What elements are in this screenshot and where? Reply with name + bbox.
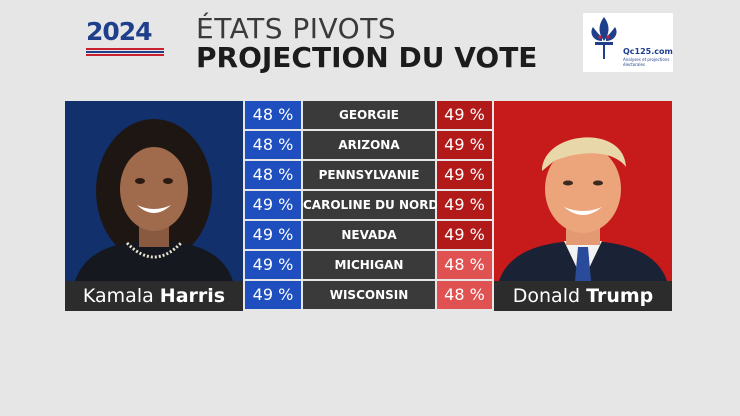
table-row: 49 % NEVADA 49 % (245, 221, 492, 249)
trump-percent: 49 % (437, 221, 492, 249)
state-name: GEORGIE (303, 101, 435, 129)
harris-percent: 49 % (245, 191, 301, 219)
trump-percent: 49 % (437, 131, 492, 159)
title-line-1: ÉTATS PIVOTS (196, 12, 397, 45)
trump-portrait (494, 101, 672, 281)
trump-percent: 49 % (437, 191, 492, 219)
trump-last-name: Trump (586, 285, 654, 307)
state-name: CAROLINE DU NORD (303, 191, 438, 219)
harris-percent: 49 % (245, 221, 301, 249)
table-row: 49 % WISCONSIN 48 % (245, 281, 492, 309)
state-name: PENNSYLVANIE (303, 161, 435, 189)
trump-percent: 48 % (437, 251, 492, 279)
harris-percent: 48 % (245, 101, 301, 129)
table-row: 48 % GEORGIE 49 % (245, 101, 492, 129)
fleur-de-lis-icon (591, 17, 617, 59)
harris-percent: 49 % (245, 281, 301, 309)
table-row: 48 % ARIZONA 49 % (245, 131, 492, 159)
harris-last-name: Harris (159, 285, 226, 307)
state-name: WISCONSIN (303, 281, 435, 309)
harris-name-bar: Kamala Harris (65, 281, 243, 311)
table-row: 48 % PENNSYLVANIE 49 % (245, 161, 492, 189)
state-name: NEVADA (303, 221, 435, 249)
state-name: MICHIGAN (303, 251, 435, 279)
title-line-2: PROJECTION DU VOTE (196, 41, 538, 74)
harris-percent: 48 % (245, 131, 301, 159)
harris-portrait (65, 101, 243, 281)
trump-percent: 48 % (437, 281, 492, 309)
qc125-tagline: Analyses et projections électorales (623, 57, 670, 67)
harris-percent: 48 % (245, 161, 301, 189)
qc125-name: Qc125.com (623, 47, 673, 56)
qc125-logo: Qc125.com Analyses et projections électo… (583, 13, 673, 72)
trump-percent: 49 % (437, 101, 492, 129)
projection-table: 48 % GEORGIE 49 % 48 % ARIZONA 49 % 48 %… (245, 101, 492, 311)
trump-name-bar: Donald Trump (494, 281, 672, 311)
candidate-harris-panel: Kamala Harris (65, 101, 243, 311)
state-name: ARIZONA (303, 131, 435, 159)
harris-first-name: Kamala (82, 285, 154, 307)
table-row: 49 % MICHIGAN 48 % (245, 251, 492, 279)
trump-percent: 49 % (437, 161, 492, 189)
trump-first-name: Donald (512, 285, 581, 307)
table-row: 49 % CAROLINE DU NORD 49 % (245, 191, 492, 219)
election-2024-logo: 2024 (86, 18, 166, 58)
candidate-trump-panel: Donald Trump (494, 101, 672, 311)
logo-stripes (86, 48, 164, 56)
harris-percent: 49 % (245, 251, 301, 279)
logo-year: 2024 (86, 17, 153, 46)
